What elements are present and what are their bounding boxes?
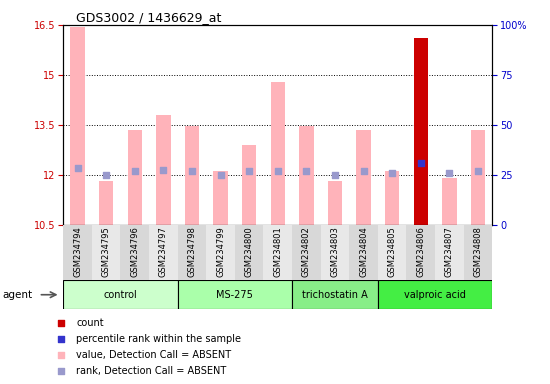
Point — [102, 172, 111, 178]
Text: value, Detection Call = ABSENT: value, Detection Call = ABSENT — [76, 350, 232, 360]
Text: GSM234803: GSM234803 — [331, 226, 339, 277]
Text: GSM234808: GSM234808 — [474, 226, 482, 277]
Bar — [178, 225, 206, 280]
Bar — [442, 178, 456, 225]
Bar — [206, 225, 235, 280]
Point — [130, 168, 139, 174]
Bar — [471, 130, 485, 225]
Text: GSM234798: GSM234798 — [188, 226, 196, 277]
Point — [159, 167, 168, 173]
Bar — [63, 225, 92, 280]
Point — [302, 168, 311, 174]
Point — [273, 168, 282, 174]
Point — [216, 172, 225, 178]
Bar — [235, 225, 263, 280]
Bar — [271, 81, 285, 225]
Point — [331, 172, 339, 178]
Text: GSM234797: GSM234797 — [159, 226, 168, 277]
Bar — [378, 225, 406, 280]
Text: GSM234802: GSM234802 — [302, 226, 311, 277]
Bar — [356, 130, 371, 225]
Bar — [464, 225, 492, 280]
Bar — [349, 225, 378, 280]
Text: GSM234807: GSM234807 — [445, 226, 454, 277]
Text: GSM234800: GSM234800 — [245, 226, 254, 277]
Bar — [178, 280, 292, 309]
Text: GSM234795: GSM234795 — [102, 226, 111, 277]
Point — [73, 165, 82, 171]
Text: GSM234801: GSM234801 — [273, 226, 282, 277]
Text: trichostatin A: trichostatin A — [302, 290, 368, 300]
Point — [57, 352, 65, 358]
Point — [388, 170, 397, 176]
Bar — [149, 225, 178, 280]
Point — [57, 336, 65, 342]
Text: percentile rank within the sample: percentile rank within the sample — [76, 334, 241, 344]
Point — [57, 368, 65, 374]
Bar — [292, 225, 321, 280]
Bar — [406, 225, 435, 280]
Bar — [99, 181, 113, 225]
Text: count: count — [76, 318, 104, 328]
Bar — [328, 181, 342, 225]
Text: GDS3002 / 1436629_at: GDS3002 / 1436629_at — [76, 11, 222, 24]
Bar — [185, 126, 199, 225]
Bar — [321, 225, 349, 280]
Bar — [92, 225, 120, 280]
Text: control: control — [103, 290, 138, 300]
Bar — [385, 171, 399, 225]
Text: agent: agent — [3, 290, 33, 300]
Bar — [292, 280, 378, 309]
Point — [57, 320, 65, 326]
Bar — [378, 280, 492, 309]
Bar — [242, 145, 256, 225]
Point — [445, 170, 454, 176]
Bar — [435, 225, 464, 280]
Text: GSM234804: GSM234804 — [359, 226, 368, 277]
Text: GSM234796: GSM234796 — [130, 226, 139, 277]
Bar — [63, 280, 178, 309]
Bar — [70, 26, 85, 225]
Text: GSM234805: GSM234805 — [388, 226, 397, 277]
Text: MS-275: MS-275 — [216, 290, 254, 300]
Point — [188, 168, 196, 174]
Point — [474, 168, 482, 174]
Bar — [414, 38, 428, 225]
Text: rank, Detection Call = ABSENT: rank, Detection Call = ABSENT — [76, 366, 227, 376]
Point — [245, 168, 254, 174]
Text: valproic acid: valproic acid — [404, 290, 466, 300]
Point — [359, 168, 368, 174]
Point — [416, 160, 425, 166]
Bar — [128, 130, 142, 225]
Text: GSM234794: GSM234794 — [73, 226, 82, 277]
Text: GSM234806: GSM234806 — [416, 226, 425, 277]
Bar — [156, 115, 170, 225]
Bar — [213, 171, 228, 225]
Text: GSM234799: GSM234799 — [216, 226, 225, 277]
Bar — [263, 225, 292, 280]
Bar — [299, 126, 314, 225]
Bar — [120, 225, 149, 280]
